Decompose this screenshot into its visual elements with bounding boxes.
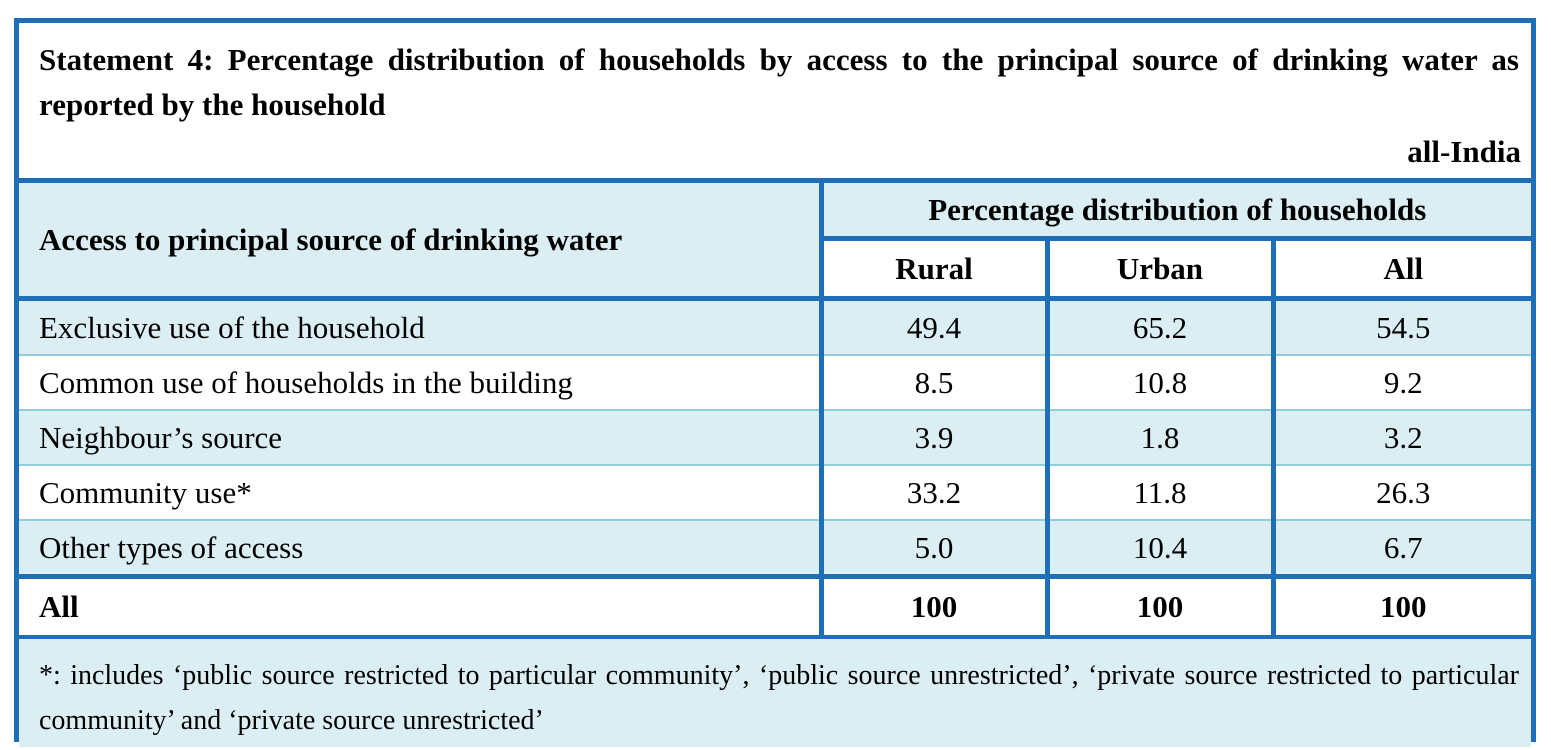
table-row: Neighbour’s source 3.9 1.8 3.2 (19, 410, 1532, 466)
table-row: Exclusive use of the household 49.4 65.2… (19, 298, 1532, 356)
group-header: Percentage distribution of households (821, 178, 1532, 241)
cell-rural: 5.0 (821, 520, 1050, 578)
total-row: All 100 100 100 (19, 574, 1532, 640)
title-block: Statement 4: Percentage distribution of … (19, 23, 1531, 176)
cell-all: 3.2 (1273, 410, 1532, 466)
cell-all: 26.3 (1273, 465, 1532, 521)
cell-urban: 11.8 (1047, 465, 1276, 521)
row-label: Exclusive use of the household (19, 298, 824, 356)
total-urban: 100 (1047, 574, 1276, 640)
row-header: Access to principal source of drinking w… (19, 178, 824, 301)
cell-rural: 33.2 (821, 465, 1050, 521)
column-header-all: All (1273, 238, 1532, 301)
table-row: Other types of access 5.0 10.4 6.7 (19, 520, 1532, 578)
cell-rural: 49.4 (821, 298, 1050, 356)
cell-rural: 8.5 (821, 355, 1050, 411)
table-row: Common use of households in the building… (19, 355, 1532, 411)
statement-table-frame: Statement 4: Percentage distribution of … (14, 18, 1536, 747)
row-label: Neighbour’s source (19, 410, 824, 466)
row-label: Community use* (19, 465, 824, 521)
row-label: Common use of households in the building (19, 355, 824, 411)
total-all: 100 (1273, 574, 1532, 640)
row-label: Other types of access (19, 520, 824, 578)
cell-urban: 1.8 (1047, 410, 1276, 466)
cell-all: 6.7 (1273, 520, 1532, 578)
total-rural: 100 (821, 574, 1050, 640)
region-label: all-India (1407, 134, 1521, 169)
statement-title: Statement 4: Percentage distribution of … (39, 42, 1519, 122)
cell-all: 54.5 (1273, 298, 1532, 356)
column-header-rural: Rural (821, 238, 1050, 301)
data-table: Access to principal source of drinking w… (19, 178, 1532, 640)
cell-rural: 3.9 (821, 410, 1050, 466)
cell-urban: 10.4 (1047, 520, 1276, 578)
cell-urban: 10.8 (1047, 355, 1276, 411)
table-row: Community use* 33.2 11.8 26.3 (19, 465, 1532, 521)
footnote: *: includes ‘public source restricted to… (19, 639, 1531, 747)
cell-all: 9.2 (1273, 355, 1532, 411)
total-label: All (19, 574, 824, 640)
cell-urban: 65.2 (1047, 298, 1276, 356)
column-header-urban: Urban (1047, 238, 1276, 301)
